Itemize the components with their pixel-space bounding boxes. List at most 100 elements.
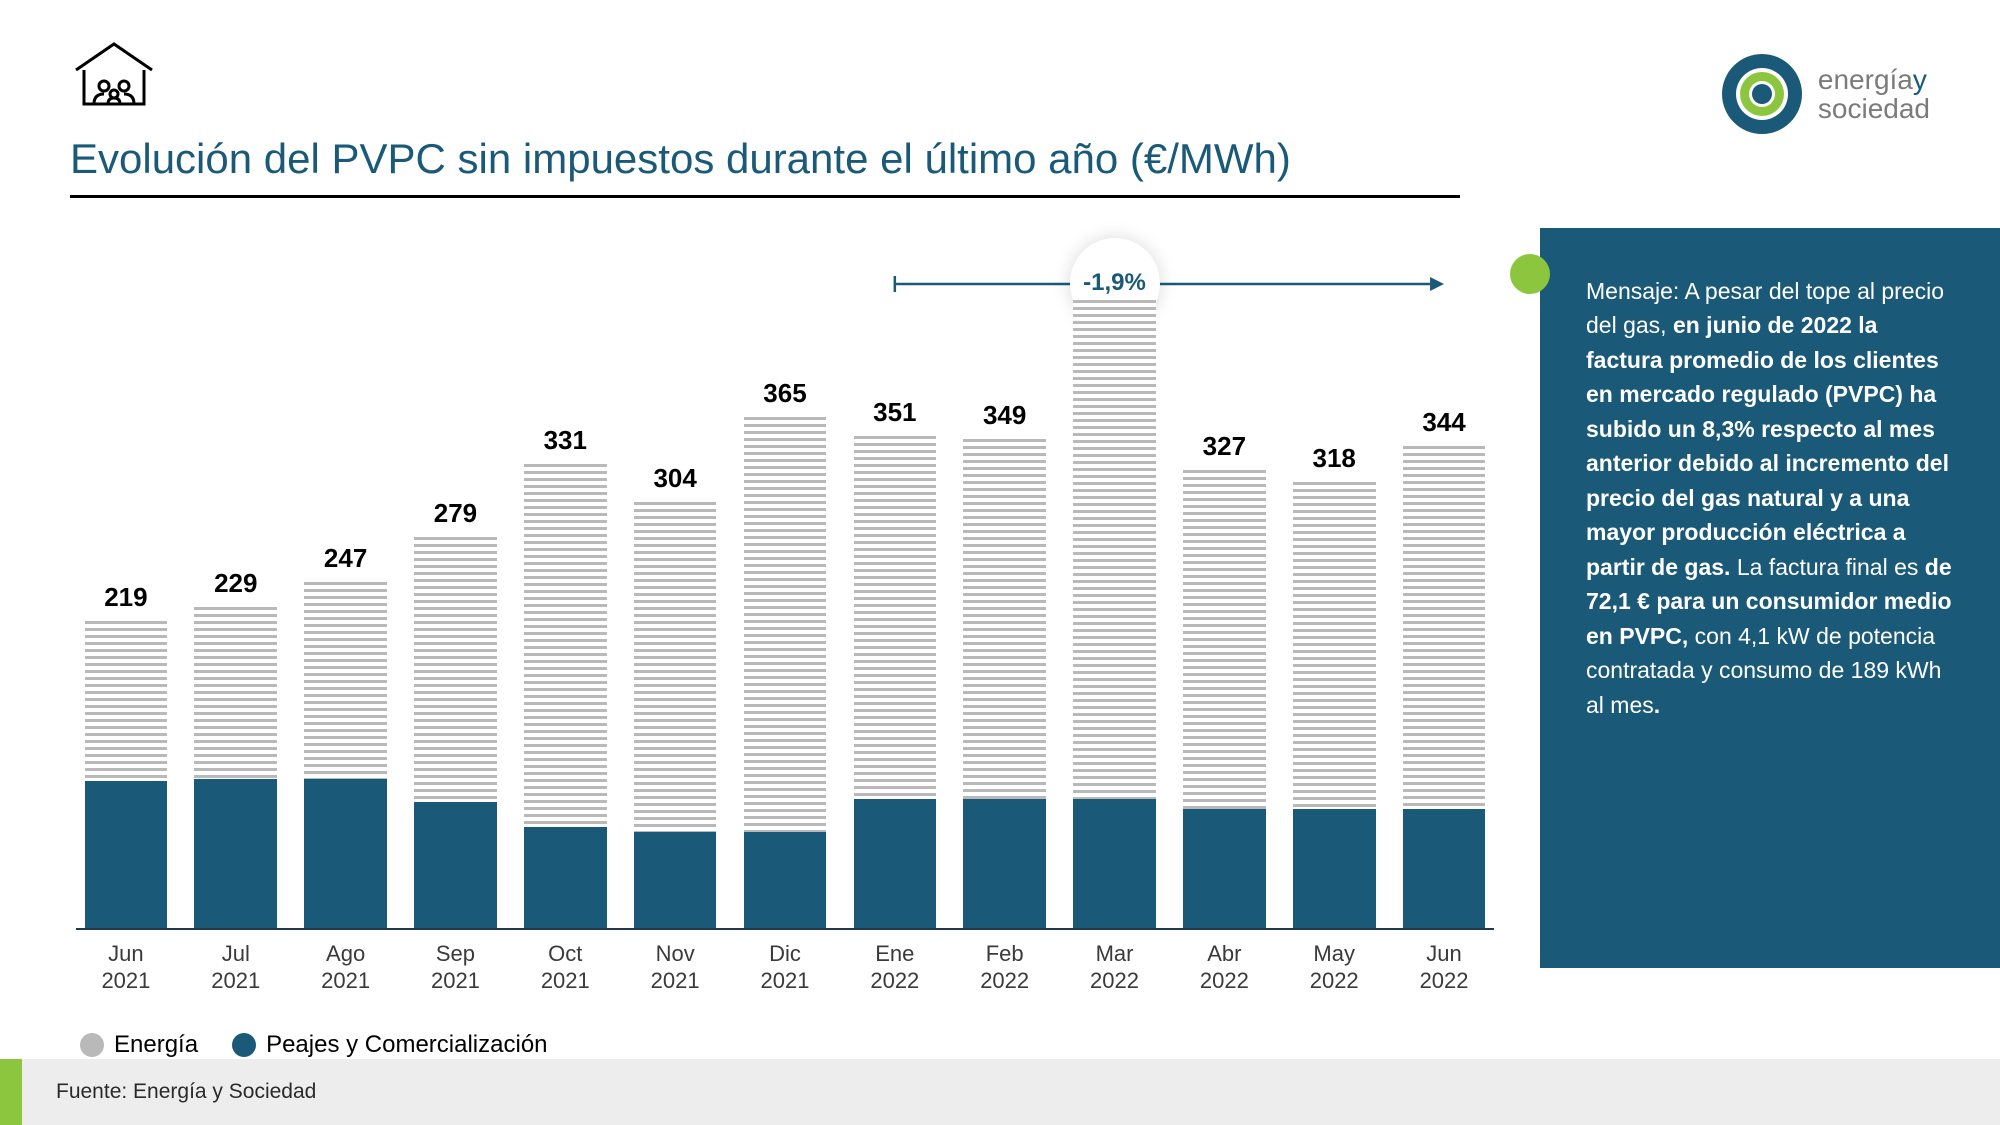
- bar-segment-energia: [414, 537, 497, 802]
- header: Evolución del PVPC sin impuestos durante…: [0, 40, 2000, 183]
- footer: Fuente: Energía y Sociedad: [0, 1059, 2000, 1125]
- message-box: Mensaje: A pesar del tope al precio del …: [1540, 228, 2000, 968]
- message-panel: Mensaje: A pesar del tope al precio del …: [1540, 228, 2000, 1059]
- x-axis-label: May2022: [1288, 940, 1380, 995]
- bar-group: 448: [1069, 261, 1161, 927]
- bar-chart: -1,9% 219 229 247 279 331 304 365 351 349 448 327 3…: [80, 228, 1490, 928]
- bar-segment-energia: [524, 464, 607, 827]
- bar-value-label: 331: [544, 425, 587, 456]
- bar-segment-energia: [854, 436, 937, 799]
- bar-segment-peajes: [85, 781, 168, 928]
- x-axis-label: Sep2021: [410, 940, 502, 995]
- bar-value-label: 304: [653, 463, 696, 494]
- bar: [634, 502, 717, 928]
- bar-segment-peajes: [854, 799, 937, 928]
- msg-mid: La factura final es: [1730, 554, 1924, 580]
- bar: [194, 607, 277, 928]
- bar-value-label: 448: [1093, 261, 1136, 292]
- legend-swatch-energia: [80, 1033, 104, 1057]
- change-annotation: -1,9%: [80, 258, 1490, 308]
- bar-value-label: 247: [324, 543, 367, 574]
- bar-group: 327: [1178, 431, 1270, 928]
- bar-segment-peajes: [414, 802, 497, 928]
- x-axis-label: Dic2021: [739, 940, 831, 995]
- bar: [1073, 300, 1156, 927]
- bar-segment-peajes: [524, 827, 607, 928]
- x-axis-label: Mar2022: [1069, 940, 1161, 995]
- bar-segment-energia: [1293, 482, 1376, 808]
- bar-group: 279: [410, 498, 502, 928]
- bar-segment-energia: [963, 439, 1046, 799]
- bar-group: 318: [1288, 443, 1380, 927]
- x-axis-label: Jun2022: [1398, 940, 1490, 995]
- bar: [85, 621, 168, 928]
- bar-segment-peajes: [194, 779, 277, 927]
- bar-segment-peajes: [634, 832, 717, 927]
- x-axis-label: Abr2022: [1178, 940, 1270, 995]
- bar: [744, 417, 827, 928]
- x-axis-label: Oct2021: [519, 940, 611, 995]
- bar-segment-peajes: [1073, 799, 1156, 928]
- bar-group: 304: [629, 463, 721, 928]
- x-axis-label: Jun2021: [80, 940, 172, 995]
- footer-source: Fuente: Energía y Sociedad: [22, 1059, 2000, 1125]
- bar-segment-peajes: [304, 779, 387, 927]
- bar-group: 351: [849, 397, 941, 927]
- bar-value-label: 351: [873, 397, 916, 428]
- bar-value-label: 344: [1422, 407, 1465, 438]
- bar: [1293, 482, 1376, 927]
- bar-value-label: 327: [1203, 431, 1246, 462]
- bar-segment-peajes: [744, 832, 827, 927]
- bar-group: 365: [739, 378, 831, 928]
- bar-group: 349: [959, 400, 1051, 928]
- bar-value-label: 229: [214, 568, 257, 599]
- house-family-icon: [70, 40, 158, 110]
- bar-segment-energia: [1183, 470, 1266, 809]
- bar-value-label: 365: [763, 378, 806, 409]
- bar-segment-peajes: [1293, 809, 1376, 928]
- legend-label-peajes: Peajes y Comercialización: [266, 1031, 547, 1059]
- main-row: -1,9% 219 229 247 279 331 304 365 351 349 448 327 3…: [0, 198, 2000, 1059]
- x-axis-label: Ene2022: [849, 940, 941, 995]
- accent-dot: [1510, 254, 1550, 294]
- bar-value-label: 318: [1313, 443, 1356, 474]
- msg-end: .: [1654, 692, 1660, 718]
- x-axis-labels: Jun2021Jul2021Ago2021Sep2021Oct2021Nov20…: [80, 940, 1490, 995]
- legend-item-peajes: Peajes y Comercialización: [232, 1031, 547, 1059]
- bar: [1403, 446, 1486, 928]
- x-axis-label: Ago2021: [300, 940, 392, 995]
- bar-segment-energia: [744, 417, 827, 833]
- annotation-arrow: [80, 258, 1490, 318]
- bar: [854, 436, 937, 927]
- bar-value-label: 279: [434, 498, 477, 529]
- bar-segment-energia: [1073, 300, 1156, 798]
- page: energíay sociedad Evolución del PVPC sin…: [0, 0, 2000, 1125]
- bar-segment-energia: [85, 621, 168, 781]
- bar-group: 229: [190, 568, 282, 928]
- bar-group: 331: [519, 425, 611, 927]
- bar-segment-energia: [194, 607, 277, 779]
- chart-column: -1,9% 219 229 247 279 331 304 365 351 349 448 327 3…: [70, 228, 1500, 1059]
- bar-segment-energia: [634, 502, 717, 832]
- x-axis: [76, 928, 1494, 930]
- legend-label-energia: Energía: [114, 1031, 198, 1059]
- bar: [304, 582, 387, 928]
- msg-bold1: en junio de 2022 la factura promedio de …: [1586, 312, 1949, 580]
- bar: [963, 439, 1046, 928]
- bar-group: 219: [80, 582, 172, 928]
- legend-swatch-peajes: [232, 1033, 256, 1057]
- x-axis-label: Jul2021: [190, 940, 282, 995]
- footer-accent: [0, 1059, 22, 1125]
- bar: [1183, 470, 1266, 928]
- bar-segment-peajes: [1183, 809, 1266, 928]
- bar-segment-peajes: [963, 799, 1046, 928]
- header-left: Evolución del PVPC sin impuestos durante…: [70, 40, 1291, 183]
- x-axis-label: Feb2022: [959, 940, 1051, 995]
- bar-segment-energia: [1403, 446, 1486, 809]
- bar-segment-peajes: [1403, 809, 1486, 928]
- legend: Energía Peajes y Comercialización: [80, 1031, 1500, 1059]
- chart-title: Evolución del PVPC sin impuestos durante…: [70, 135, 1291, 183]
- legend-item-energia: Energía: [80, 1031, 198, 1059]
- bar-group: 247: [300, 543, 392, 928]
- bar-value-label: 349: [983, 400, 1026, 431]
